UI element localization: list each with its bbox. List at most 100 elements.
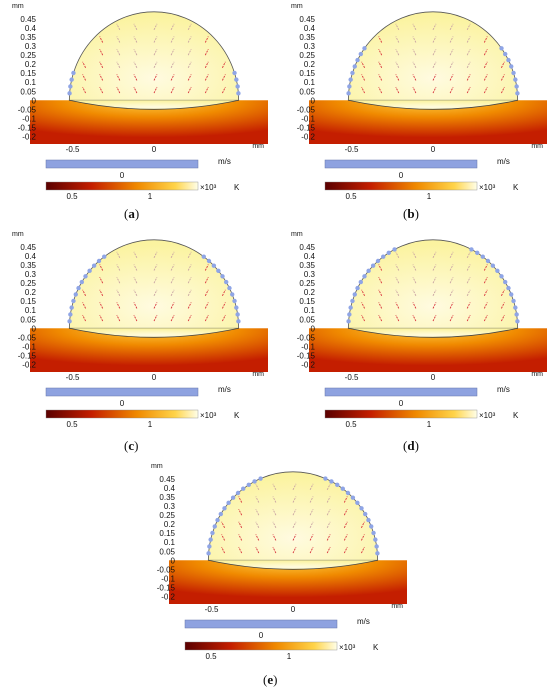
- particle-bead: [234, 77, 239, 82]
- velocity-arrow: [272, 546, 277, 554]
- velocity-arrow: [395, 264, 400, 271]
- y-tick-label: -0.05: [297, 333, 316, 342]
- velocity-arrow: [466, 74, 471, 81]
- particle-bead: [513, 305, 518, 310]
- velocity-arrow: [500, 61, 505, 68]
- velocity-tick: 0: [399, 399, 404, 408]
- temperature-multiplier: ×10³: [200, 183, 217, 192]
- velocity-arrow: [116, 289, 121, 296]
- particle-bead: [211, 263, 217, 268]
- velocity-arrow: [309, 521, 314, 528]
- velocity-colorbar: [45, 387, 199, 397]
- velocity-arrow: [378, 264, 383, 271]
- velocity-arrow: [82, 314, 87, 322]
- particle-bead: [222, 506, 227, 511]
- particle-bead: [212, 524, 217, 529]
- y-tick-label: 0.3: [304, 270, 316, 279]
- y-tick-label: -0.1: [22, 342, 36, 351]
- velocity-arrow: [378, 314, 383, 322]
- velocity-arrow: [483, 48, 488, 56]
- velocity-arrow: [153, 74, 158, 81]
- panel-d: mm 0.45 0.4 0.35 0.3 0.25 0.2 0.15 0.1 0.05 0 -0.05…: [285, 228, 550, 456]
- velocity-unit: m/s: [357, 617, 370, 626]
- y-tick-label: -0.15: [297, 123, 316, 132]
- temperature-colorbar: [45, 181, 199, 191]
- particle-bead: [509, 64, 514, 69]
- velocity-colorbar: [324, 387, 478, 397]
- velocity-arrow: [187, 61, 192, 68]
- y-tick-label: 0: [32, 324, 37, 333]
- velocity-arrow: [99, 74, 104, 81]
- velocity-unit: m/s: [218, 157, 231, 166]
- velocity-arrow: [361, 61, 366, 68]
- velocity-arrow: [412, 23, 417, 31]
- particle-bead: [346, 319, 351, 324]
- velocity-arrow: [116, 74, 121, 81]
- velocity-arrow: [153, 36, 158, 43]
- y-tick-label: 0.1: [25, 306, 37, 315]
- velocity-arrow: [412, 48, 417, 56]
- velocity-arrow: [483, 314, 488, 322]
- velocity-arrow: [412, 302, 417, 309]
- x-tick-label: 0: [291, 605, 296, 614]
- particle-beads: [67, 254, 241, 324]
- y-tick-label: -0.2: [301, 360, 315, 369]
- velocity-arrow: [449, 302, 454, 309]
- velocity-arrow: [326, 521, 331, 528]
- velocity-arrow: [449, 36, 454, 43]
- velocity-arrow: [99, 36, 104, 43]
- y-tick-label: 0.35: [299, 33, 315, 42]
- velocity-arrow: [255, 521, 260, 528]
- temperature-unit: K: [234, 411, 240, 420]
- x-tick-label: -0.5: [205, 605, 219, 614]
- temperature-multiplier: ×10³: [479, 411, 496, 420]
- y-tick-label: 0.25: [299, 279, 315, 288]
- temperature-unit: K: [513, 411, 519, 420]
- velocity-arrow: [466, 86, 471, 94]
- particle-bead: [490, 263, 496, 268]
- y-tick-label: 0.3: [304, 42, 316, 51]
- y-tick-label: -0.1: [301, 342, 315, 351]
- velocity-arrow: [238, 496, 243, 503]
- particle-bead: [514, 84, 519, 89]
- velocity-arrow: [500, 74, 505, 81]
- x-axis: -0.5 0 mm: [66, 143, 264, 154]
- temperature-tick: 0.5: [205, 652, 217, 661]
- velocity-arrow: [412, 289, 417, 296]
- particle-bead: [362, 46, 367, 51]
- velocity-arrow: [221, 289, 226, 296]
- velocity-arrow: [204, 36, 209, 43]
- particle-bead: [509, 292, 514, 297]
- y-axis-unit: mm: [291, 3, 303, 10]
- x-axis: -0.5 0 mm: [345, 371, 543, 382]
- particle-bead: [206, 551, 211, 556]
- velocity-arrow: [204, 302, 209, 309]
- velocity-arrows: [361, 251, 505, 322]
- panel-e: mm 0.45 0.4 0.35 0.3 0.25 0.2 0.15 0.1 0.05 0 -0.05…: [145, 460, 413, 688]
- velocity-arrow: [412, 61, 417, 68]
- particle-bead: [220, 274, 225, 279]
- particle-bead: [375, 551, 380, 556]
- velocity-arrow: [432, 251, 437, 259]
- velocity-arrow: [187, 36, 192, 43]
- y-tick-label: 0.1: [25, 78, 37, 87]
- velocity-arrow: [187, 74, 192, 81]
- velocity-arrow: [99, 302, 104, 309]
- particle-bead: [347, 84, 352, 89]
- y-tick-label: 0.45: [299, 243, 315, 252]
- velocity-arrow: [204, 48, 209, 56]
- particle-bead: [102, 254, 107, 259]
- y-tick-label: -0.15: [297, 351, 316, 360]
- particle-bead: [352, 64, 357, 69]
- y-tick-label: 0.3: [164, 502, 176, 511]
- x-axis-unit: mm: [252, 371, 264, 378]
- y-tick-label: 0.35: [20, 33, 36, 42]
- particle-bead: [232, 70, 237, 76]
- velocity-arrow: [133, 48, 138, 56]
- velocity-arrow: [412, 264, 417, 271]
- y-tick-label: 0.3: [25, 270, 37, 279]
- temperature-tick: 1: [287, 652, 292, 661]
- velocity-arrow: [116, 251, 121, 259]
- velocity-arrow: [432, 36, 437, 43]
- velocity-arrow: [432, 86, 437, 94]
